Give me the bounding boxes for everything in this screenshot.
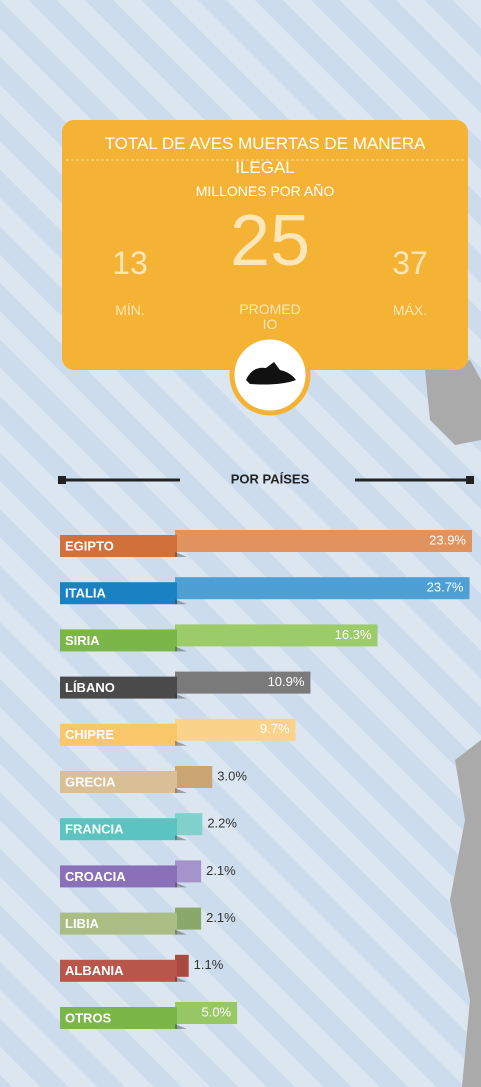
max-label: MÁX. <box>392 302 428 318</box>
summary-box <box>62 120 468 370</box>
value-label: 3.0% <box>217 768 247 783</box>
category-label: LIBIA <box>65 916 100 931</box>
category-label: LÍBANO <box>65 680 115 695</box>
min-value: 13 <box>112 245 148 281</box>
category-box <box>60 676 177 699</box>
bar <box>175 624 378 647</box>
fold <box>175 788 187 793</box>
fold <box>175 552 187 557</box>
bar <box>175 860 202 883</box>
category-label: OTROS <box>65 1010 112 1025</box>
map-shape <box>450 740 481 1087</box>
bar <box>175 671 311 694</box>
header-cap <box>58 476 66 484</box>
bar <box>175 907 202 930</box>
category-label: CHIPRE <box>65 727 114 742</box>
category-box <box>60 723 177 746</box>
fold <box>175 929 187 935</box>
fold <box>175 1024 187 1029</box>
value-label: 23.7% <box>427 580 464 595</box>
category-label: ALBANIA <box>65 963 124 978</box>
value-label: 5.0% <box>201 1004 231 1019</box>
value-label: 2.2% <box>207 816 237 831</box>
category-box <box>60 865 177 888</box>
value-label: 16.3% <box>335 627 372 642</box>
category-label: SIRIA <box>65 633 100 648</box>
category-box <box>60 535 177 557</box>
bar <box>175 954 189 977</box>
bar <box>175 718 296 741</box>
category-box <box>60 1007 177 1029</box>
fold <box>175 740 187 746</box>
category-box <box>60 912 177 935</box>
category-label: GRECIA <box>65 774 116 789</box>
fold <box>175 882 187 888</box>
min-label: MÍN. <box>115 302 145 318</box>
category-label: EGIPTO <box>65 538 114 553</box>
bar <box>175 577 470 600</box>
header-cap <box>466 476 474 484</box>
summary-title: TOTAL DE AVES MUERTAS DE MANERA ILEGAL <box>104 134 426 177</box>
category-box <box>60 818 177 841</box>
category-label: FRANCIA <box>65 822 124 837</box>
fold <box>175 646 187 652</box>
value-label: 1.1% <box>194 957 224 972</box>
bar <box>175 530 472 552</box>
value-label: 2.1% <box>206 910 236 925</box>
avg-label: PROMEDIO <box>239 301 301 332</box>
value-label: 2.1% <box>206 863 236 878</box>
map-shape <box>425 360 481 445</box>
category-label: CROACIA <box>65 869 126 884</box>
category-box <box>60 582 177 605</box>
category-box <box>60 629 177 652</box>
value-label: 10.9% <box>268 674 305 689</box>
bar <box>175 1002 238 1024</box>
chart-title: POR PAÍSES <box>231 471 310 486</box>
bar <box>175 813 203 836</box>
summary-subtitle: MILLONES POR AÑO <box>195 183 335 199</box>
category-box <box>60 771 177 793</box>
max-value: 37 <box>392 245 428 281</box>
bar <box>175 766 213 788</box>
value-label: 9.7% <box>260 721 290 736</box>
bird-icon <box>246 362 296 385</box>
fold <box>175 976 187 982</box>
category-box <box>60 959 177 982</box>
category-label: ITALIA <box>65 586 107 601</box>
fold <box>175 599 187 605</box>
value-label: 23.9% <box>429 532 466 547</box>
fold <box>175 693 187 699</box>
avg-value: 25 <box>229 201 311 281</box>
fold <box>175 835 187 841</box>
